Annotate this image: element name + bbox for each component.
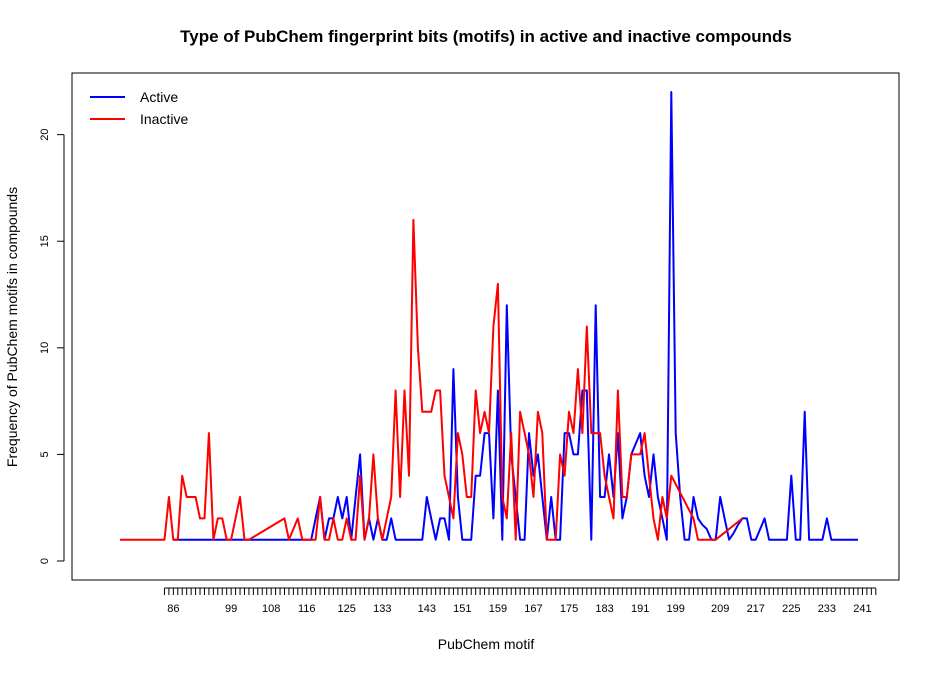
y-axis-label: Frequency of PubChem motifs in compounds <box>4 187 20 467</box>
x-tick-label: 108 <box>262 603 280 615</box>
series-line-inactive <box>120 218 744 541</box>
y-axis: 0 5 10 15 20 <box>39 129 65 564</box>
y-tick-label: 5 <box>39 451 51 457</box>
x-tick-label: 233 <box>818 603 836 615</box>
y-tick-label: 10 <box>39 342 51 354</box>
x-tick-label: 86 <box>167 603 179 615</box>
x-tick-label: 175 <box>560 603 578 615</box>
y-tick-label: 0 <box>39 558 51 564</box>
x-tick-label: 151 <box>453 603 471 615</box>
x-tick-label: 167 <box>524 603 542 615</box>
series-line-active <box>173 91 858 541</box>
x-axis: 86 99 108 116 125 133 143 151 159 167 175 183 191 199… <box>163 587 877 615</box>
chart-title: Type of PubChem fingerprint bits (motifs… <box>180 27 792 46</box>
y-tick-label: 20 <box>39 129 51 141</box>
x-tick-label: 209 <box>711 603 729 615</box>
x-tick-label: 225 <box>782 603 800 615</box>
x-tick-label: 191 <box>631 603 649 615</box>
legend-label-active: Active <box>140 89 178 105</box>
x-tick-label: 241 <box>853 603 871 615</box>
x-axis-label: PubChem motif <box>438 636 535 652</box>
plot-frame <box>71 72 900 581</box>
y-tick-label: 15 <box>39 235 51 247</box>
series-layer <box>120 91 858 541</box>
x-tick-label: 143 <box>418 603 436 615</box>
x-tick-label: 183 <box>595 603 613 615</box>
x-tick-label: 116 <box>298 603 316 615</box>
x-tick-label: 159 <box>489 603 507 615</box>
x-tick-label: 125 <box>338 603 356 615</box>
x-tick-label: 217 <box>747 603 765 615</box>
x-tick-label: 99 <box>225 603 237 615</box>
legend: Active Inactive <box>90 89 188 127</box>
x-tick-label: 199 <box>667 603 685 615</box>
x-tick-label: 133 <box>373 603 391 615</box>
legend-label-inactive: Inactive <box>140 111 188 127</box>
